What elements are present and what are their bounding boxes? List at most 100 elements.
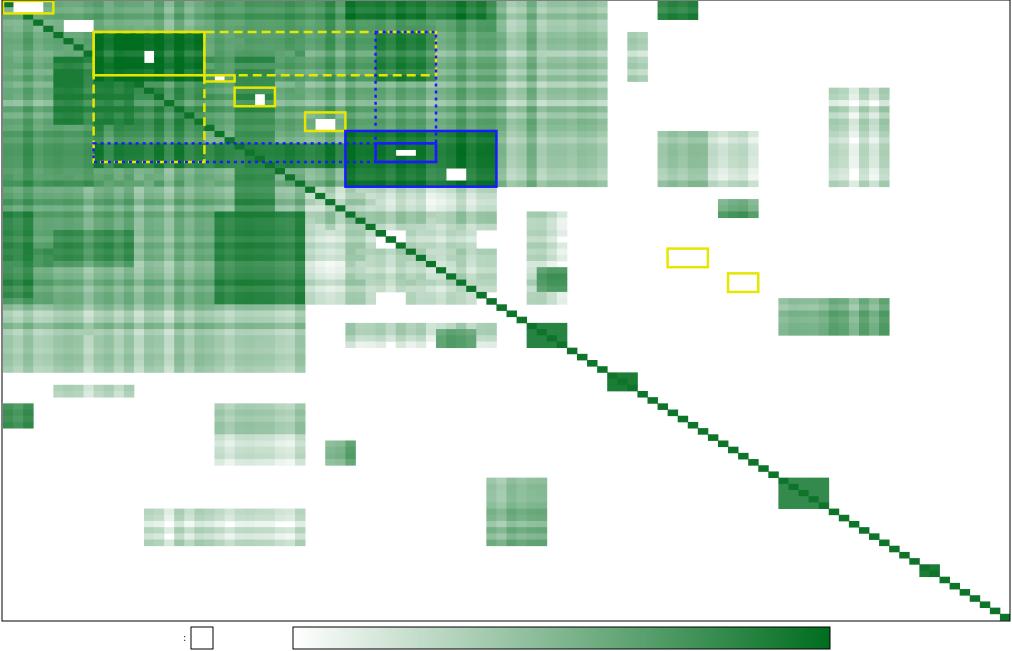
heatmap-cell [858,316,870,324]
heatmap-cell [234,316,246,324]
heatmap-cell [133,267,145,274]
heatmap-cell [486,298,497,305]
heatmap-cell [466,205,477,212]
heatmap-cell [788,496,799,503]
heatmap-cell [446,248,457,256]
heatmap-cell [828,310,840,318]
heatmap-cell [828,322,840,330]
heatmap-cell [113,291,125,299]
heatmap-cell [174,211,185,219]
heatmap-cell [446,25,457,33]
heatmap-cell [295,211,306,219]
heatmap-cell [425,155,437,163]
heatmap-cell [103,106,115,113]
heatmap-cell [456,341,467,349]
heatmap-cell [466,267,477,274]
heatmap-cell [174,366,185,373]
heatmap-cell [325,81,336,89]
heatmap-cell [254,75,266,82]
heatmap-cell [113,161,125,169]
heatmap-cell [274,403,286,410]
heatmap-cell [295,100,306,107]
legend: : [183,626,831,650]
heatmap-cell [828,112,840,120]
heatmap-cell [425,186,437,194]
heatmap-cell [254,360,266,367]
heatmap-cell [315,260,326,268]
heatmap-cell [516,496,528,503]
heatmap-cell [546,44,558,51]
heatmap-cell [818,298,830,305]
heatmap-cell [184,217,195,225]
heatmap-cell [687,130,699,138]
heatmap-cell [264,25,276,33]
heatmap-cell [53,285,64,293]
heatmap-cell [496,50,507,58]
heatmap-cell [657,174,669,181]
heatmap-cell [274,452,286,460]
heatmap-cell [194,155,205,163]
heatmap-cell [677,7,689,14]
heatmap-cell [264,106,276,113]
heatmap-cell [486,44,497,51]
heatmap-cell [83,31,95,39]
heatmap-cell [486,335,497,342]
heatmap-cell [214,124,225,132]
heatmap-cell [194,7,205,14]
heatmap-cell [214,533,225,540]
heatmap-cell [184,31,195,39]
heatmap-cell [566,19,578,27]
heatmap-cell [154,285,165,293]
heatmap-cell [184,56,195,64]
heatmap-cell [284,180,296,188]
heatmap-cell [174,279,185,287]
heatmap-cell [103,242,115,249]
heatmap-cell [284,459,296,466]
heatmap-cell [476,31,487,39]
heatmap-cell [53,310,64,318]
heatmap-cell [93,174,105,181]
heatmap-cell [103,316,115,324]
heatmap-cell [204,149,215,157]
heatmap-cell [436,38,447,45]
heatmap-cell [274,168,286,175]
heatmap-cell [556,242,568,249]
heatmap-cell [446,199,457,206]
heatmap-cell [154,137,165,144]
heatmap-cell [184,87,195,95]
heatmap-cell [556,248,568,256]
heatmap-cell [43,199,54,206]
heatmap-cell [295,50,306,58]
heatmap-cell [446,56,457,64]
heatmap-cell [566,81,578,89]
heatmap-cell [335,62,346,70]
heatmap-cell [828,316,840,324]
highlight-box [92,30,206,164]
heatmap-cell [264,267,276,274]
heatmap-cell [224,267,236,274]
heatmap-cell [23,316,34,324]
heatmap-cell [224,50,236,58]
heatmap-cell [536,81,548,89]
heatmap-cell [254,347,266,355]
heatmap-cell [476,56,487,64]
heatmap-cell [305,298,316,305]
heatmap-cell [224,403,236,410]
heatmap-cell [305,211,316,219]
heatmap-cell [224,254,236,262]
heatmap-cell [13,44,24,51]
heatmap-cell [33,174,44,181]
heatmap-cell [214,161,225,169]
heatmap-cell [335,254,346,262]
heatmap-cell [53,260,64,268]
heatmap-cell [224,273,236,280]
heatmap-cell [174,112,185,120]
heatmap-cell [224,25,236,33]
heatmap-cell [355,112,366,120]
heatmap-cell [103,100,115,107]
heatmap-cell [365,149,376,157]
heatmap-cell [23,291,34,299]
heatmap-cell [143,137,155,144]
heatmap-cell [516,38,528,45]
heatmap-cell [204,180,215,188]
